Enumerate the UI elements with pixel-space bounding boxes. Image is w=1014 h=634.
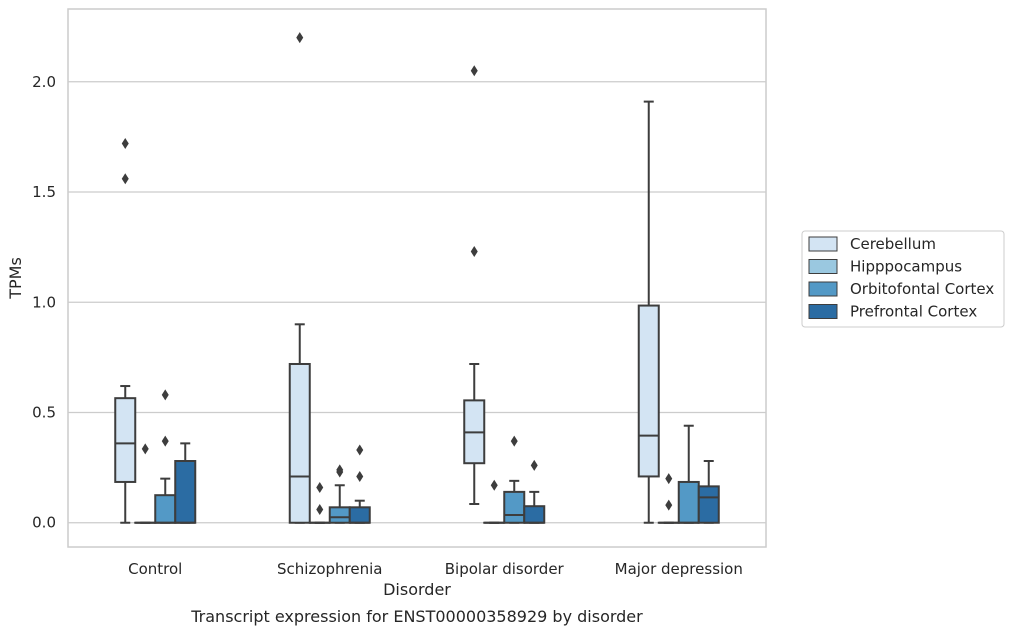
- box-body: [154, 494, 177, 524]
- box-body: [637, 304, 660, 478]
- legend-label: Orbitofontal Cortex: [850, 280, 994, 298]
- outlier-point: [121, 173, 129, 185]
- outlier-point: [161, 435, 169, 447]
- outlier-point: [530, 459, 538, 471]
- chart-caption: Transcript expression for ENST0000035892…: [190, 607, 643, 626]
- outlier-point: [356, 470, 364, 482]
- legend-swatch: [808, 259, 838, 274]
- outlier-point: [161, 389, 169, 401]
- box-body: [328, 506, 351, 524]
- box-3-3: [697, 460, 720, 524]
- outlier-point: [336, 464, 344, 476]
- x-tick-label: Control: [128, 560, 182, 578]
- box-3-0: [637, 100, 660, 524]
- outlier-point: [470, 65, 478, 77]
- outlier-point: [470, 246, 478, 258]
- outlier-point: [665, 473, 673, 485]
- legend-swatch: [808, 236, 838, 252]
- box-3-2: [677, 424, 700, 524]
- box-1-0: [288, 32, 311, 524]
- box-1-2: [328, 464, 351, 524]
- box-body: [114, 397, 137, 483]
- box-2-0: [463, 65, 486, 506]
- y-tick-label: 1.5: [32, 183, 56, 201]
- outlier-point: [356, 444, 364, 456]
- box-1-1: [308, 481, 331, 524]
- box-body: [523, 505, 546, 524]
- legend-label: Prefrontal Cortex: [850, 303, 977, 321]
- legend-label: Cerebellum: [850, 235, 936, 253]
- box-body: [288, 362, 311, 524]
- x-tick-label: Major depression: [615, 560, 743, 578]
- legend-frame: [801, 230, 1005, 328]
- box-3-1: [657, 473, 680, 524]
- outlier-point: [316, 504, 324, 516]
- box-2-2: [503, 435, 526, 524]
- box-1-3: [348, 444, 371, 524]
- outlier-point: [296, 32, 304, 44]
- box-body: [677, 480, 700, 524]
- outlier-point: [141, 443, 149, 455]
- y-tick-labels: 0.0 0.5 1.0 1.5 2.0: [32, 73, 56, 532]
- x-axis-title: Disorder: [383, 580, 451, 599]
- legend: Cerebellum Hipppocampus Orbitofontal Corte…: [801, 230, 1005, 328]
- legend-label: Hipppocampus: [850, 258, 962, 276]
- plot-boxes: [114, 32, 720, 524]
- y-axis-title: TPMs: [6, 257, 25, 300]
- box-0-0: [114, 138, 137, 524]
- y-tick-label: 0.0: [32, 514, 56, 532]
- legend-swatch: [808, 304, 838, 319]
- box-0-3: [174, 442, 197, 524]
- outlier-point: [510, 435, 518, 447]
- grid-lines: [68, 81, 766, 524]
- box-2-1: [483, 479, 506, 524]
- box-2-3: [523, 459, 546, 524]
- x-tick-label: Bipolar disorder: [445, 560, 565, 578]
- y-tick-label: 1.0: [32, 293, 56, 311]
- x-tick-labels: Control Schizophrenia Bipolar disorder Majo…: [128, 560, 743, 578]
- plot-frame: [67, 8, 767, 548]
- box-0-1: [134, 443, 157, 524]
- outlier-point: [665, 499, 673, 511]
- legend-swatch: [808, 281, 838, 297]
- box-body: [697, 485, 720, 524]
- box-body: [174, 460, 197, 524]
- y-tick-label: 0.5: [32, 404, 56, 422]
- x-tick-label: Schizophrenia: [277, 560, 382, 578]
- box-body: [503, 490, 526, 524]
- outlier-point: [121, 138, 129, 149]
- outlier-point: [316, 481, 324, 493]
- box-body: [348, 506, 371, 524]
- y-tick-label: 2.0: [32, 73, 56, 91]
- box-0-2: [154, 389, 177, 524]
- outlier-point: [490, 479, 498, 491]
